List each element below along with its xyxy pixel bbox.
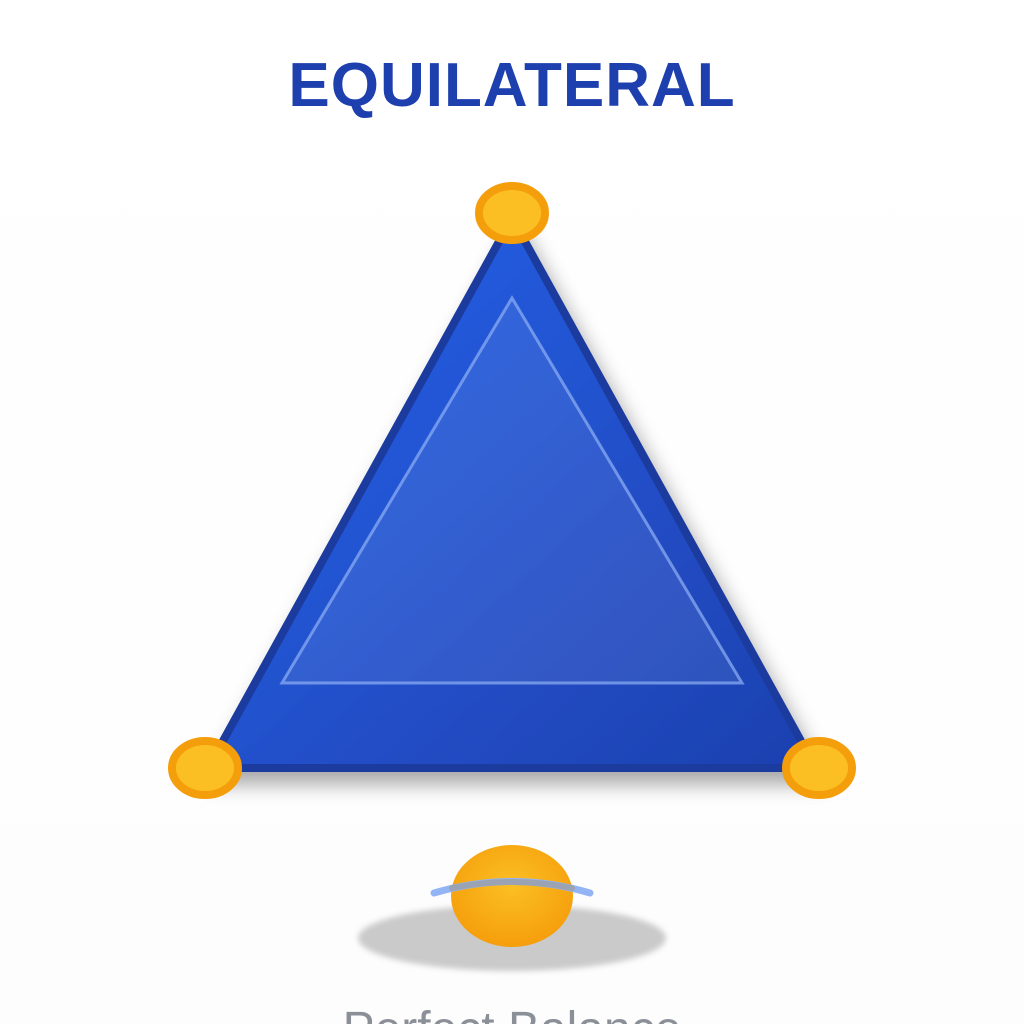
vertex-right-icon [782,737,856,799]
balance-ball [451,845,573,947]
equilateral-triangle [204,214,820,772]
inner-triangle-highlight [279,295,745,685]
balance-icon [358,845,666,971]
vertex-top-icon [475,182,549,244]
page-title: EQUILATERAL [288,51,736,120]
vertex-left-icon [168,737,242,799]
caption: Perfect Balance [0,1002,1024,1024]
